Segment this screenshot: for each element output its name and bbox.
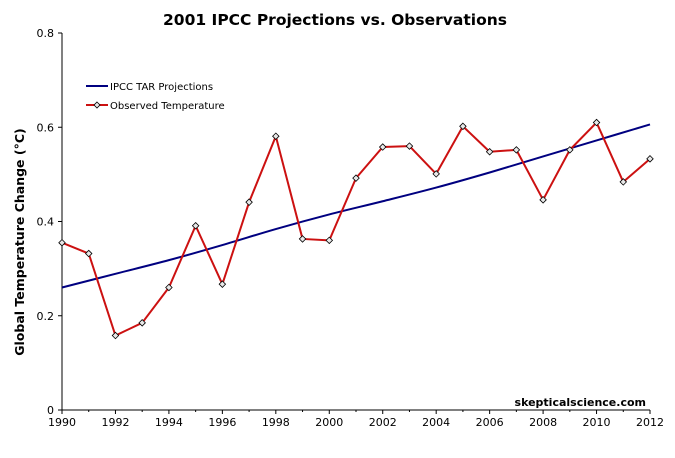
- data-point-observed: [245, 198, 253, 206]
- y-axis-label: Global Temperature Change (°C): [12, 128, 27, 355]
- data-point-observed: [485, 147, 494, 156]
- data-point-observed: [111, 331, 120, 340]
- x-tick-label: 1998: [262, 416, 290, 429]
- x-tick-label: 2004: [422, 416, 450, 429]
- data-point-observed: [325, 236, 334, 245]
- data-point-observed: [566, 146, 574, 154]
- data-point-observed: [405, 142, 414, 150]
- x-tick-label: 1992: [101, 416, 129, 429]
- data-point-observed: [432, 170, 440, 178]
- data-point-observed: [592, 118, 601, 127]
- x-tick-label: 2008: [529, 416, 557, 429]
- x-tick-label: 1994: [155, 416, 183, 429]
- data-point-observed: [298, 235, 307, 243]
- y-tick-label: 0.6: [37, 121, 55, 134]
- series-line-projection: [61, 123, 651, 289]
- y-tick-label: 0.4: [37, 216, 55, 229]
- data-point-observed: [218, 280, 227, 288]
- y-tick-label: 0: [47, 404, 54, 417]
- data-point-observed: [191, 221, 200, 230]
- chart-title: 2001 IPCC Projections vs. Observations: [163, 11, 507, 29]
- data-point-observed: [512, 146, 521, 154]
- x-tick-label: 2012: [636, 416, 664, 429]
- series-layer: [58, 118, 654, 340]
- data-point-observed: [352, 174, 360, 182]
- x-ticks: 1990 1992 1994 1996 1998 2000 2002 2004 2006 2008…: [48, 410, 664, 429]
- y-ticks: 0 0.2 0.4 0.6 0.8: [37, 27, 62, 417]
- x-tick-label: 1990: [48, 416, 76, 429]
- x-tick-label: 2010: [583, 416, 611, 429]
- legend-marker-observed: [93, 101, 101, 109]
- data-point-observed: [165, 283, 173, 292]
- data-point-observed: [58, 238, 66, 247]
- data-point-observed: [378, 143, 387, 151]
- data-point-observed: [272, 132, 280, 140]
- series-line-observed: [61, 121, 651, 337]
- x-tick-label: 1996: [208, 416, 236, 429]
- legend-label-projection: IPCC TAR Projections: [110, 82, 213, 93]
- x-tick-label: 2002: [369, 416, 397, 429]
- x-tick-label: 2006: [476, 416, 504, 429]
- data-point-observed: [138, 319, 146, 327]
- legend-label-observed: Observed Temperature: [110, 101, 225, 112]
- source-credit: skepticalscience.com: [515, 396, 646, 409]
- data-point-observed: [619, 178, 628, 186]
- x-tick-label: 2000: [315, 416, 343, 429]
- y-tick-label: 0.2: [37, 310, 55, 323]
- data-point-observed: [459, 122, 467, 131]
- y-tick-label: 0.8: [37, 27, 55, 40]
- legend: IPCC TAR Projections Observed Temperatur…: [86, 82, 225, 112]
- data-point-observed: [539, 196, 547, 204]
- data-point-observed: [84, 249, 93, 258]
- data-point-observed: [646, 155, 654, 163]
